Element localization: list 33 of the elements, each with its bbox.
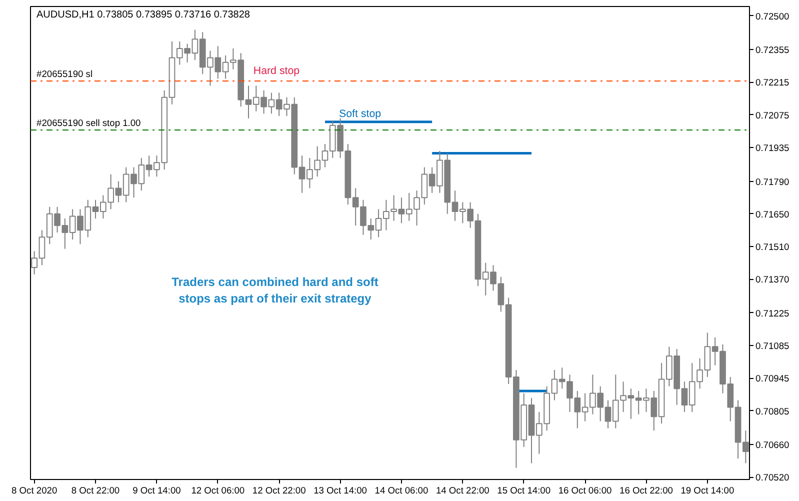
x-tick-label: 8 Oct 2020 — [12, 486, 58, 496]
y-tick-label: 0.71510 — [756, 242, 790, 252]
y-tick-label: 0.72500 — [756, 11, 790, 22]
chart-title: AUDUSD,H1 0.73805 0.73895 0.73716 0.73828 — [36, 10, 250, 20]
annotation: Traders can combined hard and soft stops as part of their exit strategy — [172, 274, 378, 306]
x-tick-label: 16 Oct 22:00 — [620, 486, 673, 496]
y-tick-label: 0.71935 — [756, 142, 790, 153]
y-tick-label: 0.71650 — [756, 209, 790, 220]
x-tick-label: 14 Oct 22:00 — [436, 486, 490, 496]
x-tick-label: 13 Oct 14:00 — [314, 486, 367, 496]
y-tick-label: 0.72075 — [756, 110, 790, 120]
x-tick-label: 12 Oct 06:00 — [191, 486, 245, 496]
annotation: Hard stop — [253, 65, 300, 78]
series-label: Soft stop — [338, 108, 382, 120]
y-tick-label: 0.70520 — [756, 472, 790, 483]
y-tick-label: 0.71790 — [756, 176, 790, 187]
y-tick-label: 0.70805 — [756, 406, 790, 416]
x-tick-label: 19 Oct 14:00 — [680, 486, 734, 496]
y-tick-label: 0.70660 — [756, 440, 790, 450]
x-tick-label: 9 Oct 14:00 — [132, 486, 181, 496]
ref-line-label: #20655190 sl — [36, 69, 93, 80]
x-tick-label: 14 Oct 06:00 — [374, 486, 428, 496]
y-tick-label: 0.71370 — [756, 274, 790, 285]
y-tick-label: 0.71225 — [756, 308, 790, 318]
x-tick-label: 8 Oct 22:00 — [71, 486, 120, 496]
y-tick-label: 0.71085 — [756, 341, 790, 352]
y-tick-label: 0.72215 — [756, 78, 790, 88]
x-tick-label: 15 Oct 14:00 — [497, 486, 551, 496]
y-tick-label: 0.70945 — [756, 374, 790, 384]
ref-line-label: #20655190 sell stop 1.00 — [36, 118, 141, 128]
x-tick-label: 16 Oct 06:00 — [558, 486, 612, 496]
x-tick-label: 12 Oct 22:00 — [252, 486, 306, 496]
y-tick-label: 0.72355 — [756, 45, 790, 56]
